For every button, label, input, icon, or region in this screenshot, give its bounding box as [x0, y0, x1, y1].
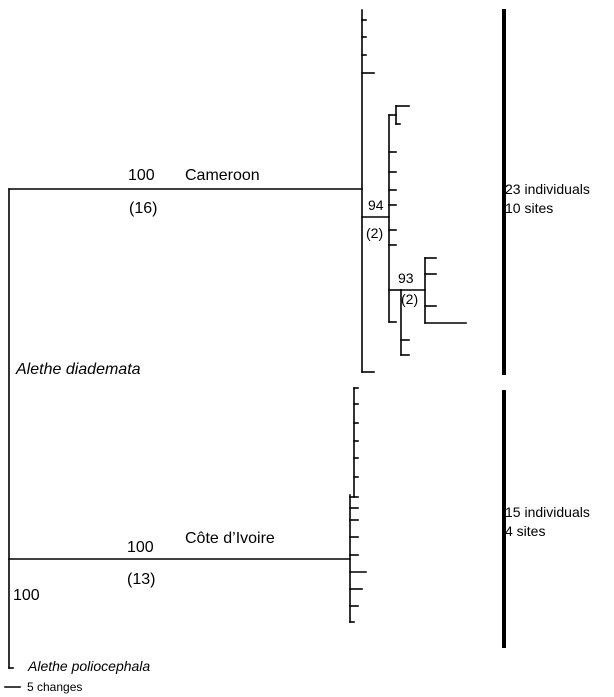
cote-bootstrap: 100 — [127, 539, 154, 556]
outgroup-label: Alethe poliocephala — [28, 658, 151, 674]
scale-label: 5 changes — [27, 680, 83, 694]
sub94-bootstrap: 94 — [368, 197, 384, 213]
sub93-changes: (2) — [401, 291, 419, 307]
sub94-changes: (2) — [366, 225, 384, 241]
cote-site-count: 4 sites — [505, 523, 546, 539]
cameroon-label: Cameroon — [185, 167, 260, 184]
cameroon-sample-bar — [502, 9, 506, 375]
cameroon-changes: (16) — [129, 200, 158, 217]
cameroon-bootstrap: 100 — [128, 167, 155, 184]
cameroon-site-count: 10 sites — [505, 200, 554, 216]
cote-label: Côte d’Ivoire — [185, 530, 275, 547]
sub93-bootstrap: 93 — [398, 270, 414, 286]
cameroon-sample-count: 23 individuals — [505, 181, 590, 197]
cote-sample-count: 15 individuals — [505, 504, 590, 520]
root-bootstrap: 100 — [13, 587, 40, 604]
cote-changes: (13) — [127, 571, 156, 588]
species-label-diademata: Alethe diademata — [16, 361, 141, 378]
cote-sample-bar — [502, 390, 506, 648]
